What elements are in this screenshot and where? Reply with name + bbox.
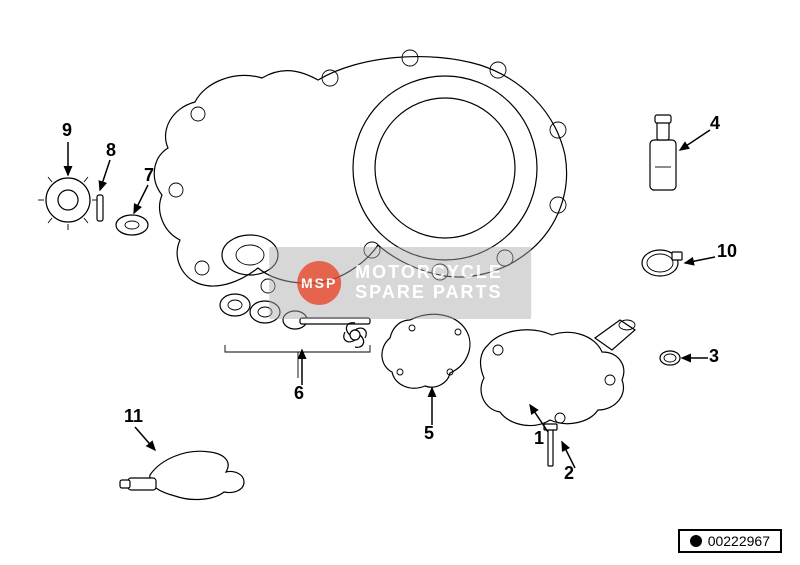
part-clamp-10 bbox=[642, 250, 682, 276]
callout-7: 7 bbox=[144, 165, 154, 186]
part-pin-8 bbox=[97, 195, 103, 221]
part-tube-11 bbox=[120, 451, 244, 499]
part-pump-housing-1 bbox=[481, 320, 635, 426]
part-pump-assembly-6 bbox=[220, 294, 370, 378]
callout-10: 10 bbox=[717, 241, 737, 262]
callout-8: 8 bbox=[106, 140, 116, 161]
parts-drawing bbox=[0, 0, 800, 565]
engine-cover bbox=[154, 50, 566, 293]
diagram-stage: 1234567891011 MSP MOTORCYCLE SPARE PARTS… bbox=[0, 0, 800, 565]
callout-3: 3 bbox=[709, 346, 719, 367]
disc-icon bbox=[690, 535, 702, 547]
callout-5: 5 bbox=[424, 423, 434, 444]
part-bolt-2 bbox=[544, 424, 557, 466]
callout-arrows bbox=[68, 130, 715, 468]
callout-11: 11 bbox=[124, 406, 143, 427]
part-bottle-4 bbox=[650, 115, 676, 190]
callout-6: 6 bbox=[294, 383, 304, 404]
part-gear-9 bbox=[38, 170, 98, 230]
part-gasket-5 bbox=[382, 314, 470, 388]
callout-9: 9 bbox=[62, 120, 72, 141]
callout-1: 1 bbox=[534, 428, 544, 449]
part-oring-3 bbox=[660, 351, 680, 365]
part-washer-7 bbox=[116, 215, 148, 235]
drawing-id-box: 00222967 bbox=[678, 529, 782, 553]
callout-4: 4 bbox=[710, 113, 720, 134]
drawing-id: 00222967 bbox=[708, 533, 770, 549]
callout-2: 2 bbox=[564, 463, 574, 484]
